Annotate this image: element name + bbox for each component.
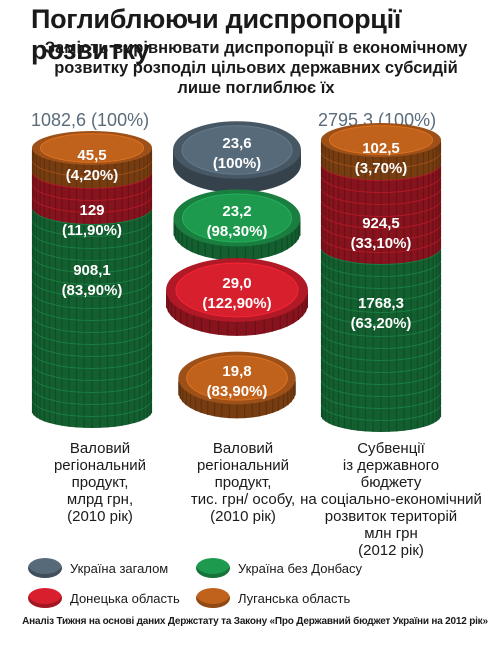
legend-label: Донецька область: [70, 590, 180, 606]
mid-ukraine-wo-donbas-value: 23,2: [222, 203, 251, 220]
mid-ukraine-total-share: (100%): [213, 155, 261, 172]
coin-face: [175, 262, 299, 318]
legend-label: Луганська область: [238, 590, 351, 606]
mid-ukraine-wo-donbas-share: (98,30%): [207, 223, 268, 240]
caption-left-line: Валовий: [69, 440, 131, 457]
caption-right-line: Субвенції: [357, 440, 425, 457]
mid-donetsk-share: (122,90%): [202, 295, 271, 312]
right-luhansk-share: (3,70%): [355, 160, 408, 177]
coin-face: [328, 125, 434, 155]
caption-middle-line: регіональний: [196, 457, 290, 474]
chart-title: Поглиблюючи диспропорції розвитку: [31, 4, 402, 65]
legend-item-ukraine-total: Україна загалом: [28, 558, 168, 578]
caption-left-line: (2010 рік): [67, 508, 133, 525]
caption-right-line: на соціально-економічний: [300, 491, 482, 508]
coin: [320, 123, 442, 168]
mid-ukraine-total-value: 23,6: [222, 135, 251, 152]
mid-luhansk-value: 19,8: [222, 363, 251, 380]
chart-subtitle: Замість вирівнювати диспропорції в еконо…: [44, 39, 468, 97]
coin-swatch-icon: [196, 588, 230, 608]
caption-middle: Валовий регіональний продукт, тис. грн/ …: [168, 440, 318, 525]
left-rest-share: (83,90%): [62, 282, 123, 299]
right-rest-share: (63,20%): [351, 315, 412, 332]
coins-layer: 45,5 (4,20%) 129 (11,90%) 908,1 (83,90%) 102,5…: [31, 121, 442, 432]
right-donetsk-share: (33,10%): [351, 235, 412, 252]
left-stack-total: 1082,6 (100%): [31, 110, 150, 130]
caption-left-line: регіональний: [53, 457, 147, 474]
legend-item-donetsk: Донецька область: [28, 588, 180, 608]
mid-luhansk-share: (83,90%): [207, 383, 268, 400]
left-donetsk-share: (11,90%): [62, 222, 122, 239]
right-luhansk-value: 102,5: [362, 140, 400, 157]
mid-luhansk: [178, 351, 296, 419]
legend-item-luhansk: Луганська область: [196, 588, 350, 608]
right-donetsk-value: 924,5: [362, 215, 400, 232]
coin: [31, 131, 153, 176]
mid-donetsk: [166, 258, 308, 336]
left-donetsk-value: 129: [79, 202, 104, 219]
left-rest-value: 908,1: [73, 262, 111, 279]
caption-middle-line: продукт,: [214, 474, 272, 491]
mid-ukraine-total: [173, 121, 301, 193]
caption-right-line: бюджету: [360, 474, 422, 491]
mid-donetsk-value: 29,0: [222, 275, 251, 292]
caption-right-line: із державного: [342, 457, 440, 474]
coin-swatch-icon: [196, 558, 230, 578]
left-luhansk-value: 45,5: [77, 147, 106, 164]
source-note: Аналіз Тижня на основі даних Держстату т…: [22, 616, 488, 627]
caption-middle-line: (2010 рік): [210, 508, 276, 525]
legend-label: Україна загалом: [70, 560, 169, 576]
caption-middle-line: Валовий: [212, 440, 274, 457]
caption-left: Валовий регіональний продукт, млрд грн, …: [20, 440, 180, 525]
caption-right: Субвенції із державного бюджету на соціа…: [296, 440, 486, 559]
mid-ukraine-wo-donbas: [173, 189, 301, 261]
right-rest-value: 1768,3: [358, 295, 404, 312]
coin-swatch-icon: [28, 558, 62, 578]
coin-face: [186, 355, 288, 401]
caption-left-line: продукт,: [71, 474, 129, 491]
left-luhansk-share: (4,20%): [66, 167, 119, 184]
caption-middle-line: тис. грн/ особу,: [190, 491, 296, 508]
caption-right-line: розвиток територій: [324, 508, 458, 525]
caption-right-line: (2012 рік): [358, 542, 424, 559]
caption-right-line: млн грн: [364, 525, 418, 542]
coin-face: [181, 125, 293, 175]
coin-face: [181, 193, 293, 243]
legend-item-ukraine-wo-donbas: Україна без Донбасу: [196, 558, 362, 578]
legend-label: Україна без Донбасу: [238, 560, 363, 576]
coin-swatch-icon: [28, 588, 62, 608]
coin-face: [39, 133, 145, 163]
caption-left-line: млрд грн,: [66, 491, 134, 508]
